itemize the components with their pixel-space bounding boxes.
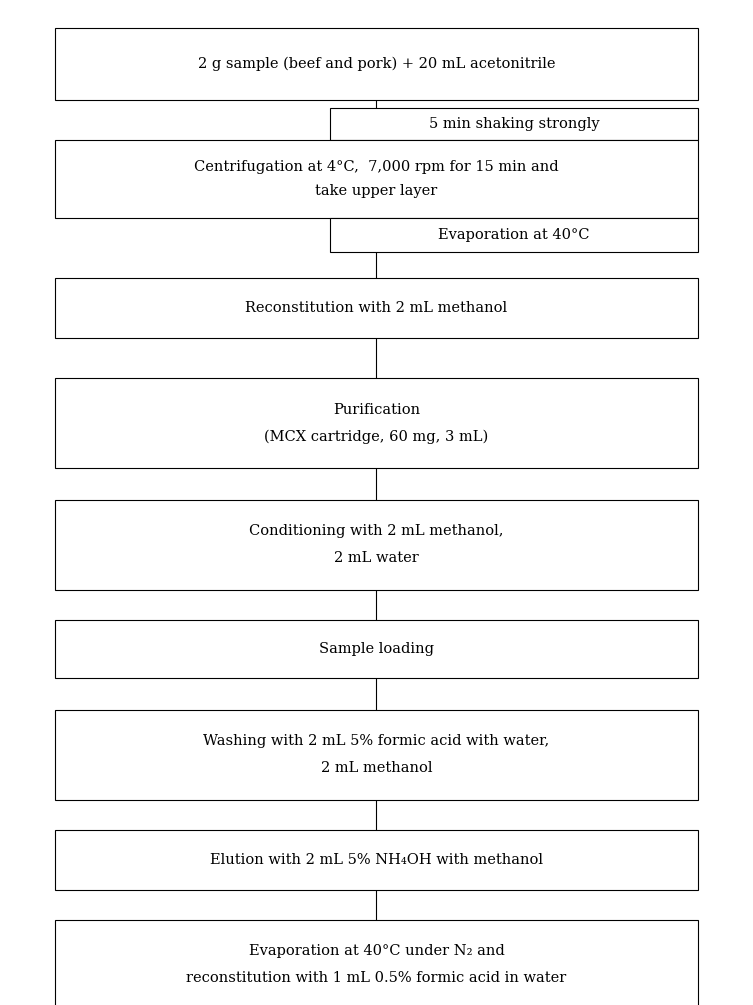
Bar [55, 500, 698, 590]
Bar [55, 28, 698, 101]
Text: reconstitution with 1 mL 0.5% formic acid in water: reconstitution with 1 mL 0.5% formic aci… [187, 972, 566, 986]
Bar [55, 830, 698, 890]
Bar [330, 108, 698, 140]
Bar [55, 920, 698, 1005]
Text: Sample loading: Sample loading [319, 642, 434, 656]
Text: Evaporation at 40°C: Evaporation at 40°C [438, 228, 590, 242]
Bar [55, 710, 698, 800]
Text: Conditioning with 2 mL methanol,: Conditioning with 2 mL methanol, [249, 525, 504, 539]
Text: Centrifugation at 4°C,  7,000 rpm for 15 min and: Centrifugation at 4°C, 7,000 rpm for 15 … [194, 161, 559, 174]
Bar [55, 140, 698, 218]
Bar [330, 218, 698, 252]
Text: 2 g sample (beef and pork) + 20 mL acetonitrile: 2 g sample (beef and pork) + 20 mL aceto… [198, 57, 555, 71]
Text: Reconstitution with 2 mL methanol: Reconstitution with 2 mL methanol [245, 302, 508, 315]
Text: (MCX cartridge, 60 mg, 3 mL): (MCX cartridge, 60 mg, 3 mL) [264, 429, 489, 443]
Bar [55, 620, 698, 678]
Text: 2 mL water: 2 mL water [334, 552, 419, 566]
Text: take upper layer: take upper layer [316, 184, 437, 198]
Text: 2 mL methanol: 2 mL methanol [321, 762, 432, 776]
Text: 5 min shaking strongly: 5 min shaking strongly [428, 117, 599, 131]
Text: Purification: Purification [333, 402, 420, 416]
Text: Elution with 2 mL 5% NH₄OH with methanol: Elution with 2 mL 5% NH₄OH with methanol [210, 853, 543, 867]
Bar [55, 278, 698, 338]
Text: Washing with 2 mL 5% formic acid with water,: Washing with 2 mL 5% formic acid with wa… [203, 735, 550, 749]
Text: Evaporation at 40°C under N₂ and: Evaporation at 40°C under N₂ and [248, 945, 505, 959]
Bar [55, 378, 698, 468]
